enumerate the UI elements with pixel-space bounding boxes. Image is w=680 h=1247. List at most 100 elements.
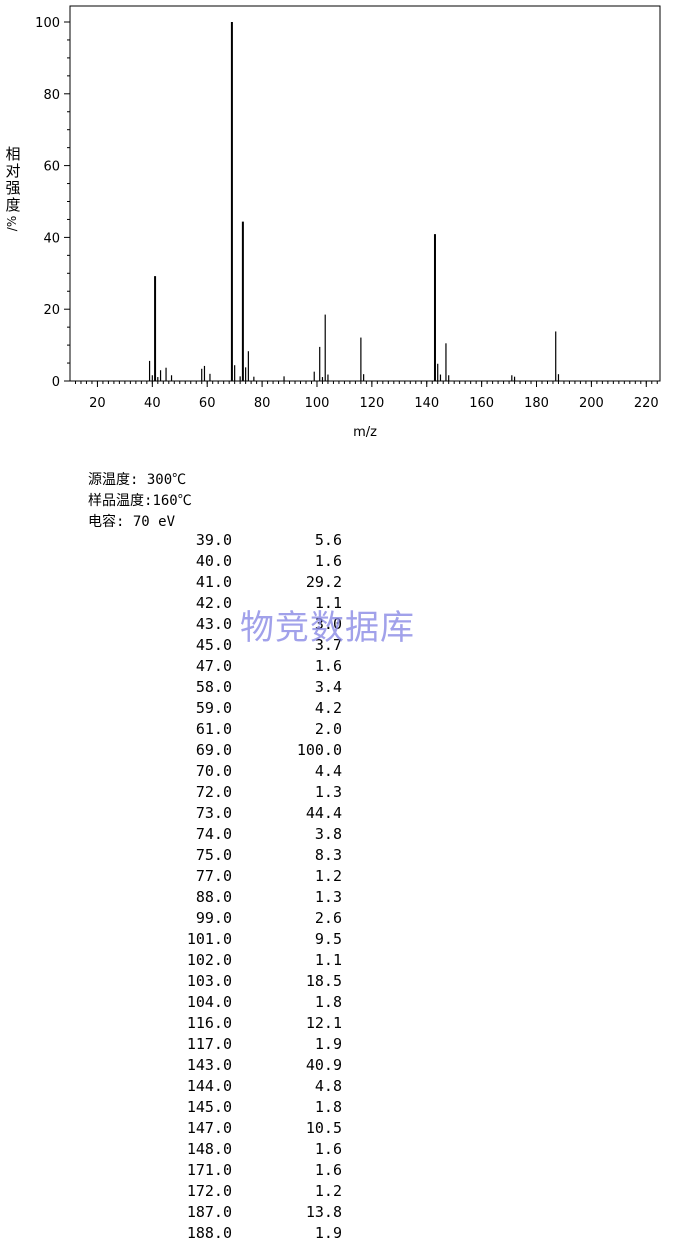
x-axis-label: m/z [353, 425, 377, 440]
y-tick-label: 20 [43, 303, 60, 318]
peak-row: 40.0 1.6 [150, 551, 350, 572]
peak-row: 42.0 1.1 [150, 593, 350, 614]
y-axis-label: 相 对 强 度 /% [4, 146, 22, 232]
condition-value: 160℃ [152, 493, 192, 509]
condition-value: 70 eV [132, 514, 176, 530]
peak-abundance: 100.0 [296, 741, 342, 759]
peak-row: 72.0 1.3 [150, 782, 350, 803]
bars-group [148, 22, 560, 381]
peak-abundance: 2.6 [314, 909, 342, 927]
peak-abundance: 3.7 [314, 636, 342, 654]
peak-row: 69.0 100.0 [150, 740, 350, 761]
peak-row: 88.0 1.3 [150, 887, 350, 908]
peak-row: 74.0 3.8 [150, 824, 350, 845]
peak-mz: 88.0 [195, 888, 232, 906]
peak-mz: 58.0 [195, 678, 232, 696]
plot-frame [69, 5, 661, 382]
peak-abundance: 1.8 [314, 993, 342, 1011]
peak-mz: 77.0 [195, 867, 232, 885]
peak-abundance: 9.5 [314, 930, 342, 948]
peak-row: 99.0 2.6 [150, 908, 350, 929]
peak-row: 61.0 2.0 [150, 719, 350, 740]
peak-mz: 40.0 [195, 552, 232, 570]
y-tick-label: 40 [43, 231, 60, 246]
peak-row: 43.0 3.0 [150, 614, 350, 635]
peak-table: 39.0 5.6 40.0 1.6 41.0 29.2 42.0 1.1 43.0 3.0 45.0… [150, 530, 350, 1244]
y-tick-label: 100 [35, 16, 60, 31]
condition-label: 电容: [88, 514, 133, 530]
y-tick-label: 60 [43, 160, 60, 175]
peak-mz: 187.0 [186, 1203, 232, 1221]
peak-row: 103.0 18.5 [150, 971, 350, 992]
peak-mz: 143.0 [186, 1056, 232, 1074]
peak-mz: 39.0 [195, 531, 232, 549]
peak-abundance: 4.4 [314, 762, 342, 780]
peak-mz: 61.0 [195, 720, 232, 738]
peak-row: 171.0 1.6 [150, 1160, 350, 1181]
x-tick-label: 120 [359, 396, 384, 411]
peak-row: 47.0 1.6 [150, 656, 350, 677]
peak-abundance: 2.0 [314, 720, 342, 738]
peak-abundance: 1.6 [314, 657, 342, 675]
peak-row: 116.0 12.1 [150, 1013, 350, 1034]
conditions-block: 源温度: 300℃ 样品温度:160℃ 电容: 70 eV [88, 470, 192, 533]
y-axis-ticks: 0 20 40 60 80 100 [35, 16, 70, 390]
peak-row: 59.0 4.2 [150, 698, 350, 719]
y-tick-label: 80 [43, 88, 60, 103]
peak-mz: 117.0 [186, 1035, 232, 1053]
peak-row: 73.0 44.4 [150, 803, 350, 824]
peak-abundance: 1.6 [314, 552, 342, 570]
peak-abundance: 44.4 [305, 804, 342, 822]
peak-row: 147.0 10.5 [150, 1118, 350, 1139]
peak-row: 172.0 1.2 [150, 1181, 350, 1202]
peak-mz: 42.0 [195, 594, 232, 612]
peak-row: 143.0 40.9 [150, 1055, 350, 1076]
x-tick-label: 180 [524, 396, 549, 411]
x-axis-ticks: 20 40 60 80 100 120 140 160 180 200 220 [74, 381, 659, 411]
peak-mz: 47.0 [195, 657, 232, 675]
peak-row: 104.0 1.8 [150, 992, 350, 1013]
peak-abundance: 40.9 [305, 1056, 342, 1074]
peak-abundance: 13.8 [305, 1203, 342, 1221]
condition-source-temp: 源温度: 300℃ [88, 470, 192, 491]
peak-mz: 72.0 [195, 783, 232, 801]
peak-abundance: 1.9 [314, 1224, 342, 1242]
peak-row: 102.0 1.1 [150, 950, 350, 971]
peak-mz: 172.0 [186, 1182, 232, 1200]
peak-abundance: 1.2 [314, 867, 342, 885]
peak-mz: 101.0 [186, 930, 232, 948]
peak-mz: 59.0 [195, 699, 232, 717]
peak-abundance: 1.1 [314, 951, 342, 969]
peak-mz: 103.0 [186, 972, 232, 990]
x-tick-label: 20 [89, 396, 106, 411]
x-tick-label: 140 [414, 396, 439, 411]
peak-row: 58.0 3.4 [150, 677, 350, 698]
y-axis-label-char: 对 [5, 162, 21, 180]
peak-abundance: 5.6 [314, 531, 342, 549]
peak-mz: 99.0 [195, 909, 232, 927]
peak-mz: 75.0 [195, 846, 232, 864]
x-tick-label: 100 [305, 396, 330, 411]
peak-mz: 73.0 [195, 804, 232, 822]
x-tick-label: 160 [469, 396, 494, 411]
peak-mz: 74.0 [195, 825, 232, 843]
y-axis-label-char: 相 [5, 145, 21, 163]
peak-mz: 41.0 [195, 573, 232, 591]
x-tick-label: 220 [634, 396, 659, 411]
peak-abundance: 4.2 [314, 699, 342, 717]
x-tick-label: 40 [144, 396, 161, 411]
peak-abundance: 1.9 [314, 1035, 342, 1053]
peak-row: 77.0 1.2 [150, 866, 350, 887]
mass-spectrum-chart: 20 40 60 80 100 120 140 160 180 200 220 0 20 40 60 80 1… [35, 5, 661, 440]
peak-abundance: 1.3 [314, 783, 342, 801]
y-axis-label-char: 强 [5, 179, 21, 197]
peak-row: 144.0 4.8 [150, 1076, 350, 1097]
peak-abundance: 4.8 [314, 1077, 342, 1095]
x-tick-label: 80 [254, 396, 271, 411]
peak-abundance: 1.6 [314, 1161, 342, 1179]
peak-mz: 70.0 [195, 762, 232, 780]
peak-abundance: 8.3 [314, 846, 342, 864]
peak-mz: 69.0 [195, 741, 232, 759]
peak-abundance: 3.8 [314, 825, 342, 843]
peak-row: 145.0 1.8 [150, 1097, 350, 1118]
